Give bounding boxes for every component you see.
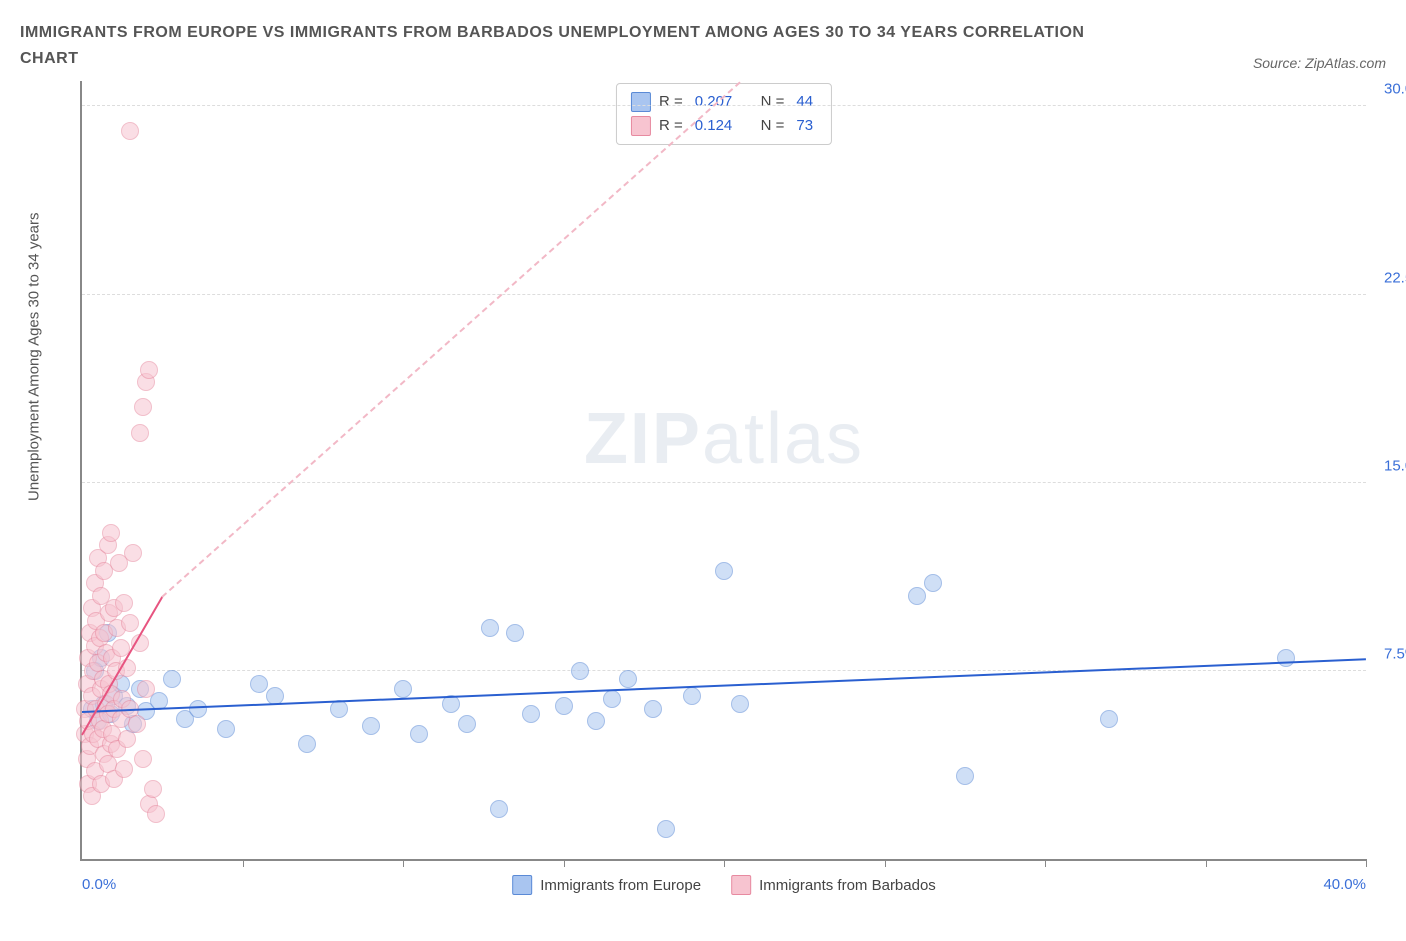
data-point-europe	[657, 820, 675, 838]
data-point-europe	[555, 697, 573, 715]
swatch-barbados-icon	[731, 875, 751, 895]
data-point-barbados	[115, 594, 133, 612]
data-point-europe	[506, 624, 524, 642]
correlation-legend: R = 0.207 N = 44 R = 0.124 N = 73	[616, 83, 832, 145]
chart-container: Unemployment Among Ages 30 to 34 years Z…	[20, 81, 1386, 921]
data-point-barbados	[118, 730, 136, 748]
data-point-europe	[644, 700, 662, 718]
x-tick	[1045, 859, 1046, 867]
x-tick	[1206, 859, 1207, 867]
data-point-barbados	[147, 805, 165, 823]
legend-row-barbados: R = 0.124 N = 73	[631, 114, 817, 138]
data-point-barbados	[121, 614, 139, 632]
x-axis-max-label: 40.0%	[1323, 876, 1366, 893]
data-point-europe	[298, 735, 316, 753]
data-point-barbados	[144, 780, 162, 798]
data-point-europe	[163, 670, 181, 688]
x-tick	[1366, 859, 1367, 867]
data-point-europe	[394, 680, 412, 698]
trend-line	[162, 81, 741, 597]
swatch-europe-icon	[512, 875, 532, 895]
legend-item-europe: Immigrants from Europe	[512, 875, 701, 895]
data-point-europe	[908, 587, 926, 605]
watermark: ZIPatlas	[584, 398, 864, 480]
data-point-barbados	[140, 361, 158, 379]
data-point-europe	[1100, 710, 1118, 728]
data-point-barbados	[115, 760, 133, 778]
data-point-europe	[458, 715, 476, 733]
swatch-barbados	[631, 116, 651, 136]
x-tick	[403, 859, 404, 867]
data-point-europe	[571, 662, 589, 680]
data-point-barbados	[131, 424, 149, 442]
y-tick-label: 7.5%	[1370, 645, 1406, 662]
data-point-barbados	[121, 122, 139, 140]
data-point-europe	[587, 712, 605, 730]
data-point-europe	[522, 705, 540, 723]
data-point-europe	[362, 717, 380, 735]
data-point-barbados	[128, 715, 146, 733]
data-point-europe	[250, 675, 268, 693]
data-point-barbados	[124, 544, 142, 562]
data-point-europe	[189, 700, 207, 718]
data-point-europe	[731, 695, 749, 713]
gridline	[82, 670, 1366, 671]
data-point-barbados	[134, 750, 152, 768]
y-tick-label: 15.0%	[1370, 457, 1406, 474]
data-point-europe	[956, 767, 974, 785]
data-point-europe	[410, 725, 428, 743]
data-point-europe	[683, 687, 701, 705]
data-point-europe	[217, 720, 235, 738]
data-point-europe	[481, 619, 499, 637]
series-legend: Immigrants from Europe Immigrants from B…	[512, 875, 936, 895]
x-tick	[724, 859, 725, 867]
data-point-europe	[1277, 649, 1295, 667]
x-tick	[885, 859, 886, 867]
data-point-barbados	[102, 524, 120, 542]
data-point-barbados	[134, 398, 152, 416]
x-tick	[564, 859, 565, 867]
y-axis-label: Unemployment Among Ages 30 to 34 years	[26, 213, 43, 502]
x-tick	[243, 859, 244, 867]
chart-title: IMMIGRANTS FROM EUROPE VS IMMIGRANTS FRO…	[20, 20, 1120, 71]
y-tick-label: 22.5%	[1370, 269, 1406, 286]
x-axis-min-label: 0.0%	[82, 876, 116, 893]
legend-item-barbados: Immigrants from Barbados	[731, 875, 936, 895]
data-point-europe	[715, 562, 733, 580]
data-point-barbados	[137, 680, 155, 698]
data-point-europe	[924, 574, 942, 592]
source-attribution: Source: ZipAtlas.com	[1253, 55, 1386, 71]
y-tick-label: 30.0%	[1370, 81, 1406, 98]
swatch-europe	[631, 92, 651, 112]
trend-line	[82, 658, 1366, 713]
data-point-europe	[490, 800, 508, 818]
data-point-europe	[603, 690, 621, 708]
gridline	[82, 294, 1366, 295]
data-point-europe	[619, 670, 637, 688]
gridline	[82, 482, 1366, 483]
gridline	[82, 105, 1366, 106]
plot-area: ZIPatlas R = 0.207 N = 44 R = 0.124 N = …	[80, 81, 1366, 861]
